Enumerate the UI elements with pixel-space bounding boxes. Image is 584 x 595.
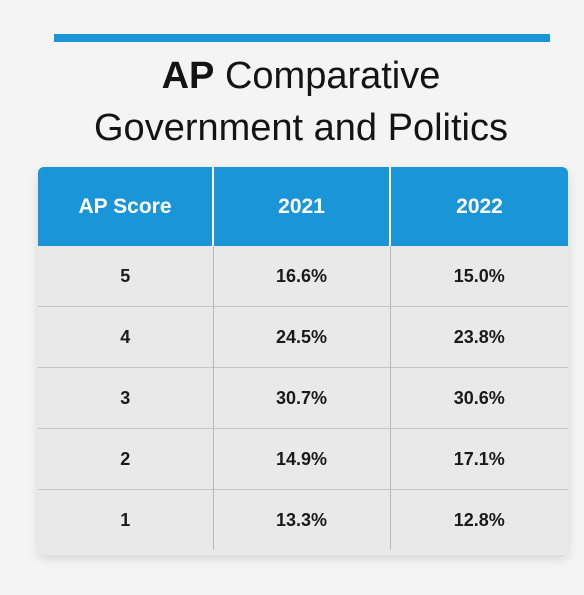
header-row: AP Score 2021 2022	[38, 167, 568, 246]
cell-score: 5	[38, 246, 214, 307]
score-table: AP Score 2021 2022 5 16.6% 15.0% 4 24.5%…	[38, 167, 568, 550]
cell-2021: 24.5%	[213, 306, 391, 368]
table-row: 4 24.5% 23.8%	[38, 306, 568, 368]
cell-2022: 12.8%	[390, 489, 568, 550]
table-body: 5 16.6% 15.0% 4 24.5% 23.8% 3 30.7% 30.6…	[38, 246, 568, 550]
cell-2022: 15.0%	[453, 265, 505, 286]
cell-2021: 13.3%	[213, 489, 391, 550]
table-row: 1 13.3% 12.8%	[38, 489, 568, 550]
cell-score: 3	[38, 367, 214, 429]
title-line-1: AP Comparative	[40, 50, 562, 102]
cell-2021: 30.7%	[213, 367, 391, 429]
cell-score: 4	[38, 306, 214, 368]
accent-bar	[54, 34, 550, 42]
column-header-score: AP Score	[38, 167, 214, 246]
column-header-2021: 2021	[213, 167, 391, 246]
cell-score: 2	[38, 428, 214, 490]
cell-2022: 30.6%	[390, 367, 568, 429]
title-bold-part: AP	[161, 55, 215, 97]
cell-2021: 14.9%	[213, 428, 391, 490]
score-table-card: AP Score 2021 2022 5 16.6% 15.0% 4 24.5%…	[38, 167, 568, 555]
title-line-2: Government and Politics	[94, 107, 508, 149]
page-title: AP Comparative Government and Politics	[40, 50, 562, 154]
column-header-2022: 2022	[390, 167, 568, 246]
title-rest: Comparative	[214, 55, 441, 97]
table-row: 3 30.7% 30.6%	[38, 367, 568, 429]
table-row: 2 14.9% 17.1%	[38, 428, 568, 490]
table-header: AP Score 2021 2022	[38, 167, 568, 246]
cell-score: 1	[38, 489, 214, 550]
cell-2021: 16.6%	[213, 246, 391, 307]
cell-2022: 17.1%	[390, 428, 568, 490]
cell-2022: 23.8%	[390, 306, 568, 368]
table-row: 5 16.6% 15.0%	[38, 246, 568, 307]
